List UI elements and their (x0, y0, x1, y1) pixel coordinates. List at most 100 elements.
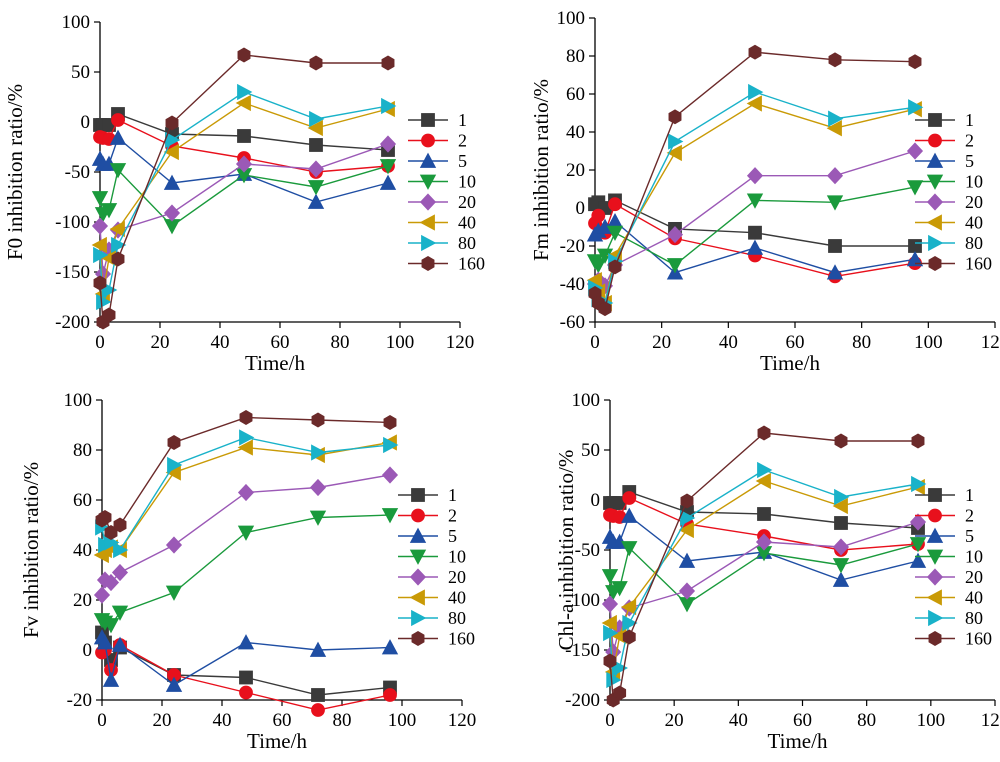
x-tick-label: 0 (605, 710, 615, 731)
data-point-5 (111, 636, 129, 652)
data-point-10 (237, 525, 255, 541)
data-point-40 (832, 497, 848, 515)
y-tick-label: -150 (565, 640, 600, 661)
data-point-160 (748, 44, 762, 60)
x-tick-label: 100 (917, 710, 946, 731)
data-point-10 (102, 618, 120, 634)
legend-label-5: 5 (448, 526, 457, 546)
data-point-2 (111, 113, 125, 127)
data-point-20 (165, 536, 183, 554)
y-tick-label: 80 (566, 46, 585, 67)
data-point-80 (748, 83, 764, 101)
legend-label-40: 40 (965, 213, 983, 233)
data-point-10 (590, 258, 607, 274)
data-point-5 (307, 193, 325, 209)
panel-fm-inhibition: -60-40-20020406080100020406080100120Time… (529, 8, 1000, 375)
x-tick-label: 80 (857, 710, 876, 731)
x-tick-label: 40 (211, 332, 230, 353)
data-point-10 (678, 597, 696, 613)
x-tick-label: 60 (273, 710, 292, 731)
legend-label-80: 80 (448, 608, 466, 628)
data-point-40 (307, 119, 323, 137)
data-point-1 (311, 688, 325, 702)
data-point-160 (309, 55, 323, 71)
data-point-10 (746, 193, 764, 209)
data-point-10 (111, 605, 129, 621)
legend-marker-40 (419, 214, 435, 231)
x-tick-label: 80 (333, 710, 352, 731)
data-point-10 (309, 510, 327, 526)
data-point-10 (601, 569, 619, 585)
data-point-40 (746, 95, 762, 112)
data-point-10 (611, 581, 628, 597)
data-point-2 (383, 688, 397, 702)
data-point-20 (102, 573, 120, 592)
legend-label-1: 1 (458, 110, 467, 130)
y-axis-label: Chl-a inhibition ratio/% (554, 450, 578, 651)
data-point-80 (111, 236, 127, 254)
x-axis-label: Time/h (768, 729, 828, 753)
legend-marker-1 (421, 113, 435, 127)
data-point-160 (167, 435, 181, 450)
x-tick-label: 20 (665, 710, 684, 731)
data-point-40 (235, 94, 251, 112)
y-tick-label: 20 (73, 590, 92, 611)
data-point-80 (239, 429, 255, 446)
legend-marker-5 (419, 152, 437, 168)
x-tick-label: 60 (271, 332, 290, 353)
data-point-160 (98, 510, 112, 525)
legend-marker-10 (409, 549, 427, 565)
x-tick-label: 0 (590, 332, 600, 353)
data-point-80 (757, 461, 773, 479)
panel-chla-inhibition: -200-150-100-50050100020406080100120Time… (554, 390, 1000, 753)
data-point-20 (163, 204, 181, 222)
data-point-160 (113, 517, 127, 533)
data-point-10 (606, 225, 624, 242)
data-point-80 (603, 624, 619, 642)
x-axis-label: Time/h (247, 729, 307, 753)
legend-marker-2 (928, 508, 942, 523)
data-point-10 (826, 195, 844, 211)
data-point-10 (163, 219, 181, 235)
legend-marker-1 (928, 113, 942, 127)
data-point-5 (96, 634, 114, 650)
data-point-40 (163, 143, 179, 161)
y-tick-label: 100 (557, 8, 586, 29)
data-point-40 (237, 439, 253, 456)
data-point-5 (109, 129, 127, 145)
data-point-20 (906, 142, 924, 160)
y-tick-label: 40 (73, 540, 92, 561)
legend-marker-20 (926, 568, 944, 586)
legend-label-20: 20 (458, 192, 476, 212)
y-tick-label: -150 (55, 262, 90, 283)
data-point-160 (239, 410, 253, 425)
data-point-40 (620, 598, 637, 616)
data-point-1 (757, 507, 771, 521)
legend-marker-80 (411, 609, 427, 627)
x-tick-label: 40 (213, 710, 232, 731)
data-point-20 (909, 513, 927, 531)
data-point-10 (621, 541, 638, 557)
legend-marker-20 (926, 193, 944, 211)
y-tick-label: -100 (55, 212, 90, 233)
y-tick-label: 50 (581, 440, 600, 461)
data-point-80 (113, 541, 129, 559)
legend-label-10: 10 (448, 547, 466, 567)
legend-marker-2 (421, 133, 435, 148)
data-point-160 (911, 433, 925, 449)
legend-marker-40 (409, 589, 425, 606)
y-tick-label: 50 (71, 62, 90, 83)
data-point-160 (603, 653, 617, 669)
data-point-2 (622, 491, 637, 505)
y-tick-label: 60 (566, 84, 585, 105)
data-point-160 (165, 115, 179, 131)
legend-label-80: 80 (965, 608, 983, 628)
data-point-160 (834, 433, 848, 449)
data-point-5 (379, 174, 397, 190)
data-point-5 (621, 507, 638, 523)
legend-marker-160 (421, 256, 435, 271)
